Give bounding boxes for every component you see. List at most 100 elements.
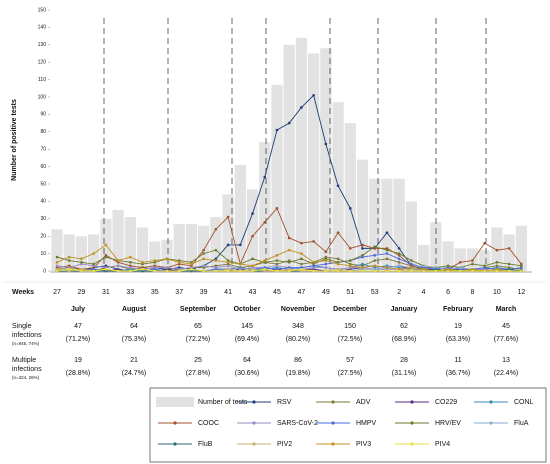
point (336, 262, 340, 266)
point (275, 259, 279, 262)
point (251, 257, 254, 261)
pct: (22.4%) (494, 370, 519, 377)
legend-marker (489, 400, 493, 404)
point (300, 252, 303, 255)
bar (295, 37, 308, 272)
point (80, 269, 83, 273)
legend-marker (252, 400, 256, 404)
month-label: February (443, 306, 473, 313)
point (361, 254, 364, 257)
count: 21 (130, 357, 138, 364)
legend-marker (331, 442, 335, 446)
point (80, 257, 83, 261)
count: 19 (454, 323, 462, 330)
pct: (69.4%) (235, 336, 260, 343)
point (202, 248, 205, 252)
point (410, 262, 413, 266)
pct: (19.8%) (286, 370, 311, 377)
point (348, 207, 352, 210)
point (263, 220, 267, 224)
point (361, 247, 364, 250)
legend-marker (173, 442, 177, 446)
x-tick-label: 29 (78, 289, 86, 296)
legend-swatch (156, 397, 194, 407)
point (410, 259, 413, 262)
bar (210, 217, 222, 271)
pct: (27.8%) (186, 370, 211, 377)
point (104, 243, 108, 247)
legend-label: PIV4 (435, 441, 450, 448)
point (336, 231, 340, 235)
point (202, 252, 205, 255)
point (397, 264, 401, 268)
point (336, 257, 340, 261)
point (458, 269, 462, 273)
point (153, 269, 157, 273)
point (520, 269, 523, 273)
x-tick-label: 27 (53, 289, 61, 296)
point (55, 255, 59, 259)
point (165, 266, 169, 269)
point (116, 264, 120, 268)
x-tick-label: 31 (102, 289, 110, 296)
bar (344, 123, 356, 271)
month-label: October (234, 306, 261, 313)
x-tick-label: 45 (273, 289, 281, 296)
point (483, 264, 487, 268)
point (92, 269, 95, 273)
point (458, 261, 462, 264)
bar (454, 248, 466, 271)
point (275, 254, 279, 257)
x-tick-label: 41 (224, 289, 232, 296)
pct: (71.2%) (66, 336, 91, 343)
month-label: September (180, 306, 216, 313)
point (422, 264, 425, 268)
point (361, 243, 364, 247)
legend-marker (410, 421, 414, 425)
point (410, 266, 413, 269)
point (287, 261, 291, 264)
point (214, 248, 218, 252)
point (104, 255, 108, 259)
pct: (27.5%) (338, 370, 363, 377)
legend-marker (331, 400, 335, 404)
bar (283, 44, 295, 271)
legend-marker (489, 421, 493, 425)
point (336, 269, 340, 273)
point (226, 243, 230, 247)
point (348, 269, 352, 273)
x-tick-label: 2 (397, 289, 401, 296)
point (104, 267, 108, 271)
point (275, 269, 279, 273)
point (141, 267, 144, 271)
row-n: (n=945, 74%) (12, 341, 40, 346)
x-tick-label: 37 (175, 289, 183, 296)
point (80, 261, 83, 264)
point (226, 269, 230, 273)
month-label: January (391, 306, 418, 313)
point (520, 264, 523, 268)
point (324, 142, 328, 146)
point (495, 261, 499, 264)
point (471, 269, 474, 273)
point (275, 128, 279, 132)
pct: (63.3%) (446, 336, 471, 343)
point (324, 250, 328, 254)
pct: (68.9%) (392, 336, 417, 343)
point (202, 257, 205, 261)
month-label: December (333, 306, 367, 313)
x-tick-label: 49 (322, 289, 330, 296)
count: 25 (194, 357, 202, 364)
point (214, 227, 218, 231)
point (507, 262, 511, 266)
legend-marker (252, 442, 256, 446)
legend-label: ADV (356, 399, 371, 406)
legend-marker (410, 400, 414, 404)
bar (259, 142, 271, 271)
point (67, 259, 71, 262)
legend-label: CONL (514, 399, 534, 406)
bar (161, 239, 173, 271)
bar (185, 224, 198, 271)
bar (503, 234, 515, 271)
